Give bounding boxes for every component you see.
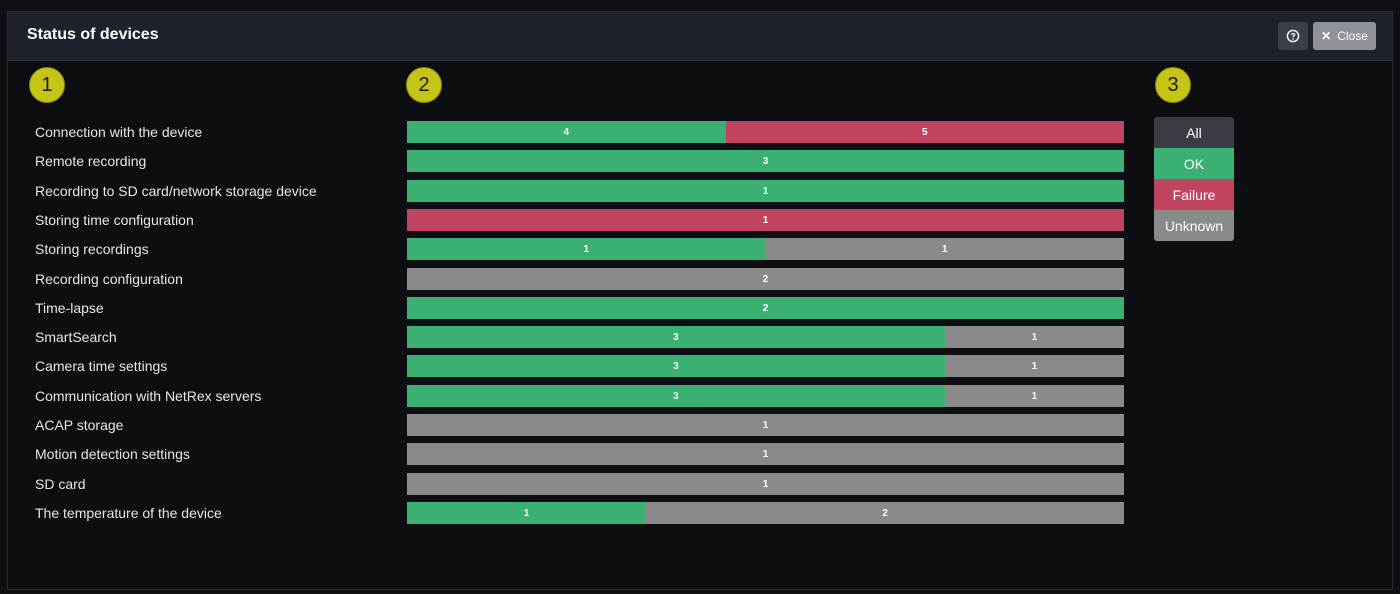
status-row-label: Connection with the device bbox=[35, 124, 203, 140]
status-bar: 1 bbox=[407, 180, 1124, 202]
marker-badge-2: 2 bbox=[406, 67, 442, 103]
help-button[interactable] bbox=[1278, 22, 1308, 50]
status-bar: 1 bbox=[407, 443, 1124, 465]
status-row-label: Recording configuration bbox=[35, 271, 183, 287]
status-row-label: Motion detection settings bbox=[35, 446, 190, 462]
status-bar: 1 bbox=[407, 209, 1124, 231]
filter-ok[interactable]: OK bbox=[1154, 148, 1234, 179]
close-button-label: Close bbox=[1337, 29, 1368, 43]
window-header: Status of devices ✕ Close bbox=[8, 12, 1392, 61]
status-bar-segment-unknown[interactable]: 1 bbox=[407, 473, 1124, 495]
close-button[interactable]: ✕ Close bbox=[1313, 22, 1376, 50]
status-bar: 3 bbox=[407, 150, 1124, 172]
status-bar-segment-unknown[interactable]: 1 bbox=[407, 443, 1124, 465]
status-bar-segment-unknown[interactable]: 1 bbox=[944, 385, 1124, 407]
status-bar: 1 bbox=[407, 414, 1124, 436]
status-bar-segment-ok[interactable]: 2 bbox=[407, 297, 1124, 319]
status-bar-segment-ok[interactable]: 3 bbox=[407, 150, 1124, 172]
status-of-devices-window: Status of devices ✕ Close 1 2 3 Connecti… bbox=[7, 11, 1393, 590]
status-bar-segment-ok[interactable]: 3 bbox=[407, 355, 945, 377]
help-icon bbox=[1286, 29, 1300, 43]
status-bar-segment-failure[interactable]: 1 bbox=[407, 209, 1124, 231]
status-row-label: SD card bbox=[35, 476, 86, 492]
status-row-label: The temperature of the device bbox=[35, 505, 222, 521]
status-bar-segment-ok[interactable]: 4 bbox=[407, 121, 726, 143]
status-bar-segment-unknown[interactable]: 2 bbox=[407, 268, 1124, 290]
window-title: Status of devices bbox=[27, 26, 159, 43]
status-row-label: Remote recording bbox=[35, 153, 147, 169]
status-row-label: Camera time settings bbox=[35, 358, 168, 374]
status-row-label: Time-lapse bbox=[35, 300, 104, 316]
status-row-label: SmartSearch bbox=[35, 329, 117, 345]
status-bar-segment-ok[interactable]: 1 bbox=[407, 502, 646, 524]
status-row-label: Communication with NetRex servers bbox=[35, 388, 262, 404]
status-bar-segment-unknown[interactable]: 1 bbox=[944, 326, 1124, 348]
status-bar: 2 bbox=[407, 268, 1124, 290]
status-bar-segment-ok[interactable]: 3 bbox=[407, 326, 945, 348]
status-row-label: Recording to SD card/network storage dev… bbox=[35, 183, 317, 199]
status-bar-segment-ok[interactable]: 1 bbox=[407, 238, 766, 260]
marker-badge-1: 1 bbox=[29, 67, 65, 103]
status-bar: 2 bbox=[407, 297, 1124, 319]
status-bar-segment-unknown[interactable]: 1 bbox=[407, 414, 1124, 436]
status-bar: 1 bbox=[407, 473, 1124, 495]
filter-failure[interactable]: Failure bbox=[1154, 179, 1234, 210]
status-bar-segment-failure[interactable]: 5 bbox=[725, 121, 1124, 143]
status-bar-segment-unknown[interactable]: 2 bbox=[646, 502, 1124, 524]
filter-unknown[interactable]: Unknown bbox=[1154, 210, 1234, 241]
close-icon: ✕ bbox=[1321, 29, 1332, 43]
status-bar-segment-unknown[interactable]: 1 bbox=[765, 238, 1124, 260]
status-row-label: Storing recordings bbox=[35, 241, 149, 257]
status-row-label: ACAP storage bbox=[35, 417, 124, 433]
filter-all[interactable]: All bbox=[1154, 117, 1234, 148]
marker-badge-3: 3 bbox=[1155, 67, 1191, 103]
status-bar-segment-ok[interactable]: 1 bbox=[407, 180, 1124, 202]
status-bar-segment-ok[interactable]: 3 bbox=[407, 385, 945, 407]
status-filter-legend: All OK Failure Unknown bbox=[1154, 117, 1234, 241]
status-bar-segment-unknown[interactable]: 1 bbox=[944, 355, 1124, 377]
status-row-label: Storing time configuration bbox=[35, 212, 194, 228]
